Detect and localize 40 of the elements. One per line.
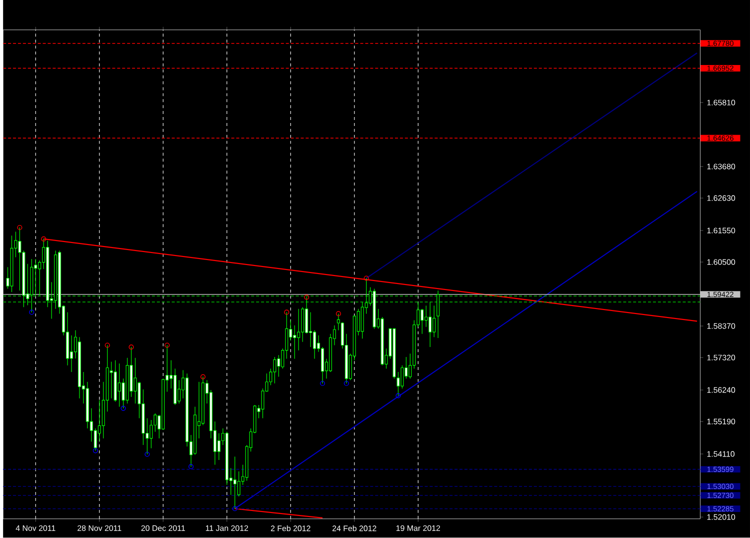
point	[128, 344, 134, 350]
candlestick	[86, 382, 89, 429]
point	[232, 506, 238, 512]
point	[17, 225, 22, 230]
point	[29, 310, 34, 315]
candlestick	[194, 406, 197, 456]
candlestick	[301, 306, 304, 342]
candlestick	[54, 250, 58, 310]
point	[200, 374, 206, 380]
candlestick	[293, 325, 296, 360]
point	[284, 310, 290, 315]
candlestick	[162, 378, 165, 430]
candlestick	[110, 362, 113, 399]
candlestick	[309, 312, 312, 348]
point	[396, 393, 401, 398]
candlestick	[420, 308, 424, 334]
candlestick	[297, 308, 300, 351]
point	[164, 342, 170, 348]
candlestick	[305, 296, 308, 334]
candlestick	[380, 316, 384, 366]
candlestick	[436, 290, 440, 338]
candlestick	[233, 456, 236, 510]
point	[104, 342, 110, 348]
point	[120, 406, 126, 411]
candlestick	[313, 330, 316, 360]
point	[344, 380, 349, 386]
point	[320, 380, 326, 386]
point	[304, 294, 310, 300]
point	[364, 276, 369, 281]
candlestick	[70, 335, 73, 372]
candlestick	[432, 305, 436, 338]
point	[92, 448, 98, 454]
point	[188, 464, 194, 470]
point	[144, 452, 150, 457]
point	[336, 311, 341, 316]
candlestick	[428, 302, 432, 348]
candlestick	[78, 336, 81, 399]
candlestick	[328, 334, 332, 372]
candlestick	[118, 363, 121, 408]
candlestick	[134, 358, 137, 404]
